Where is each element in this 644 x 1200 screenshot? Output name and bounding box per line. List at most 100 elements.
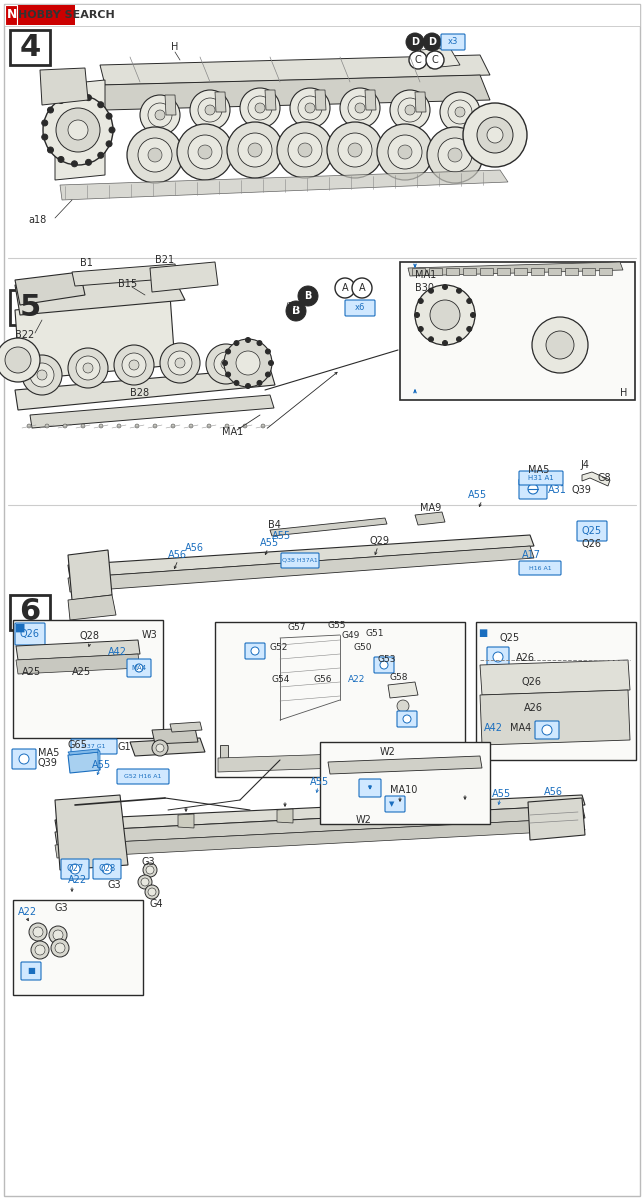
Text: x6: x6 — [355, 304, 365, 312]
Text: W2: W2 — [356, 815, 372, 826]
Polygon shape — [150, 262, 218, 292]
Polygon shape — [98, 749, 100, 770]
Text: A: A — [342, 283, 348, 293]
Text: MA4: MA4 — [131, 665, 147, 671]
Circle shape — [380, 661, 388, 670]
Text: 4: 4 — [19, 32, 41, 61]
Text: H37 G1: H37 G1 — [82, 744, 106, 749]
Circle shape — [438, 138, 472, 172]
Circle shape — [418, 326, 423, 331]
FancyBboxPatch shape — [93, 859, 121, 878]
Polygon shape — [408, 262, 623, 276]
Polygon shape — [178, 814, 194, 828]
Polygon shape — [265, 90, 276, 110]
Text: C: C — [415, 55, 421, 65]
Bar — [5, 5, 17, 25]
FancyBboxPatch shape — [281, 553, 319, 568]
Circle shape — [251, 647, 259, 655]
Circle shape — [175, 358, 185, 368]
Text: MA1: MA1 — [415, 270, 436, 280]
FancyBboxPatch shape — [245, 643, 265, 659]
Text: Q38 H37A1: Q38 H37A1 — [282, 558, 318, 563]
Text: B4: B4 — [268, 520, 281, 530]
Circle shape — [269, 360, 274, 366]
Circle shape — [55, 943, 65, 953]
Circle shape — [457, 288, 462, 293]
Bar — [13, 620, 163, 738]
Circle shape — [248, 96, 272, 120]
Circle shape — [49, 926, 67, 944]
Polygon shape — [60, 170, 508, 200]
Polygon shape — [16, 654, 140, 674]
Circle shape — [198, 145, 212, 158]
Polygon shape — [528, 798, 585, 840]
Text: Q28: Q28 — [80, 631, 100, 641]
Circle shape — [448, 148, 462, 162]
Bar — [429, 268, 442, 275]
Circle shape — [415, 312, 419, 318]
Bar — [13, 900, 143, 995]
Circle shape — [117, 424, 121, 428]
Polygon shape — [365, 90, 376, 110]
FancyBboxPatch shape — [441, 34, 465, 50]
FancyBboxPatch shape — [117, 769, 169, 784]
Text: G3: G3 — [108, 880, 122, 890]
Polygon shape — [315, 90, 326, 110]
Text: (B): (B) — [285, 302, 298, 312]
Polygon shape — [420, 48, 460, 68]
Circle shape — [145, 886, 159, 899]
Text: B28: B28 — [130, 388, 149, 398]
Text: D: D — [428, 37, 436, 47]
FancyBboxPatch shape — [519, 560, 561, 575]
FancyBboxPatch shape — [359, 779, 381, 797]
Text: B15: B15 — [118, 278, 137, 289]
Text: Q26: Q26 — [522, 677, 542, 686]
Circle shape — [398, 98, 422, 122]
Bar — [599, 268, 612, 275]
Circle shape — [428, 337, 433, 342]
FancyBboxPatch shape — [374, 658, 394, 673]
Polygon shape — [130, 738, 205, 756]
Circle shape — [290, 88, 330, 128]
Text: Q27: Q27 — [66, 864, 84, 874]
Polygon shape — [72, 264, 178, 286]
Bar — [5, 5, 75, 25]
Text: G52: G52 — [270, 643, 289, 653]
Polygon shape — [40, 68, 88, 104]
Bar — [480, 268, 493, 275]
Bar — [4, 4, 640, 26]
Text: A: A — [359, 283, 365, 293]
Circle shape — [114, 346, 154, 385]
Bar — [446, 268, 459, 275]
Polygon shape — [68, 546, 534, 592]
Bar — [412, 268, 425, 275]
Circle shape — [48, 107, 53, 113]
Text: A55: A55 — [310, 778, 329, 787]
Text: G4: G4 — [150, 899, 164, 910]
Polygon shape — [170, 722, 202, 732]
Circle shape — [227, 122, 283, 178]
Circle shape — [493, 652, 503, 662]
Bar — [10, 30, 50, 65]
Circle shape — [53, 930, 63, 940]
Circle shape — [487, 127, 503, 143]
Circle shape — [35, 946, 45, 955]
Circle shape — [288, 133, 322, 167]
Circle shape — [277, 122, 333, 178]
Circle shape — [81, 424, 85, 428]
Circle shape — [30, 362, 54, 386]
Text: A26: A26 — [524, 703, 543, 713]
Text: W2: W2 — [380, 746, 396, 757]
Circle shape — [398, 145, 412, 158]
Circle shape — [22, 355, 62, 395]
Circle shape — [298, 96, 322, 120]
Bar — [320, 742, 490, 824]
Circle shape — [155, 110, 165, 120]
Text: A56: A56 — [185, 542, 204, 553]
Text: B: B — [292, 306, 300, 316]
Bar — [514, 268, 527, 275]
Circle shape — [423, 32, 441, 50]
Circle shape — [542, 725, 552, 734]
Text: Q25: Q25 — [500, 634, 520, 643]
Text: 5: 5 — [19, 293, 41, 322]
